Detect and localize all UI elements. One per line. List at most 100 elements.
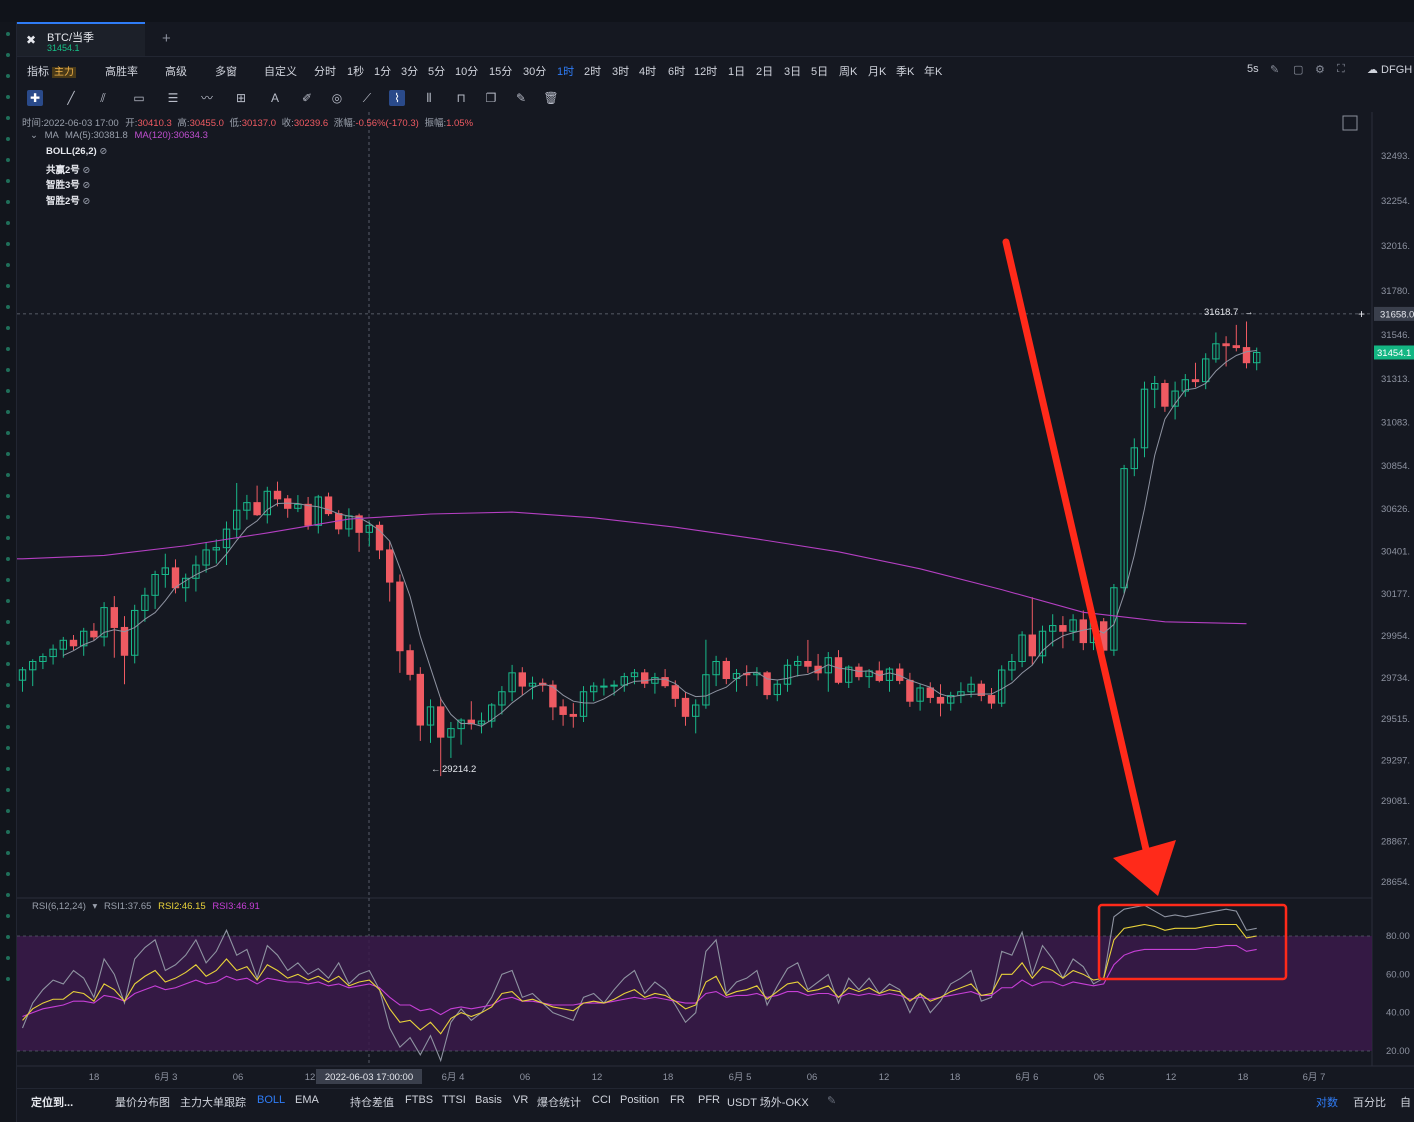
indicator-tab[interactable]: CCI [592,1094,611,1106]
indicator-item[interactable]: 智胜2号 ⊘ [46,193,90,207]
indicator-tab[interactable]: PFR [698,1094,720,1106]
indicator-tab[interactable]: FR [670,1094,685,1106]
toolbar-item[interactable]: 高胜率 [105,66,138,78]
magnet-icon[interactable]: ◎ [331,91,343,105]
wave-icon[interactable]: 〰 [200,91,213,105]
indicator-tab[interactable]: EMA [295,1094,319,1106]
collapse-icon[interactable]: ⌄ [30,130,38,141]
toolbar-item[interactable]: 1日 [728,66,746,78]
indicator-tab[interactable]: TTSI [442,1094,466,1106]
toolbar-item[interactable]: 季K [896,66,915,78]
candle-body [1202,358,1210,383]
toolbar-item[interactable]: 年K [924,66,943,78]
toolbar-item[interactable]: 5日 [811,66,829,78]
toolbar-item[interactable]: 4时 [639,66,657,78]
hide-eye-icon[interactable]: ⊘ [79,180,91,191]
layers-icon[interactable]: ❐ [485,91,497,105]
fib-icon[interactable]: ☰ [167,91,179,105]
toolbar-item[interactable]: 高级 [165,66,187,78]
toolbar-item[interactable]: 5分 [428,66,446,78]
indicator-tab[interactable]: Basis [475,1094,502,1106]
measure-icon[interactable]: ⊞ [235,91,247,105]
screenshot-icon[interactable]: ▢ [1293,64,1304,76]
fullscreen-icon[interactable]: ⛶ [1337,63,1345,75]
indicator-tab[interactable]: BOLL [257,1094,286,1106]
axis-mode-button[interactable]: 自 [1400,1097,1411,1109]
line-icon[interactable]: ╱ [67,91,75,105]
axis-mode-button[interactable]: 对数 [1316,1097,1338,1109]
candle-body [1008,660,1016,671]
toolbar-item[interactable]: 月K [868,66,887,78]
add-tab-icon[interactable]: + [162,30,171,47]
edit-icon[interactable]: ✎ [515,91,527,105]
locate-button[interactable]: 定位到... [31,1097,74,1109]
indicator-tab[interactable]: 持仓差值 [350,1097,394,1109]
account-name[interactable]: ☁ DFGH [1367,64,1413,76]
indicator-item[interactable]: BOLL(26,2) ⊘ [46,146,107,157]
toolbar-item[interactable]: 3分 [401,66,419,78]
axis-mode-button[interactable]: 百分比 [1353,1097,1386,1109]
toolbar-item[interactable]: 周K [839,66,858,78]
indicator-tab[interactable]: Position [620,1094,660,1106]
hide-eye-icon[interactable]: ⊘ [79,195,91,207]
tab-btc-quarterly[interactable]: ✖ BTC/当季 31454.1 [17,22,145,56]
pencil-icon[interactable]: ✎ [1270,64,1280,76]
watchlist-marker [6,872,10,876]
toolbar-item[interactable]: 指标 主力 [27,66,76,78]
toolbar-item[interactable]: 自定义 [264,66,297,78]
indicator-item[interactable]: 共赢2号 ⊘ [46,162,90,176]
indicator-tab[interactable]: USDT 场外-OKX [727,1097,809,1109]
watchlist-marker [6,368,10,372]
toolbar-item[interactable]: 6时 [668,66,686,78]
drawing-toolbar: ✚ ╱ ⫽ ▭ ☰ 〰 ⊞ A ✐ ◎ ⟋ ⌇ ⫴ ⊓ ❐ ✎ 🗑 [17,86,1414,110]
watchlist-marker [6,620,10,624]
toolbar-item[interactable]: 30分 [523,66,547,78]
rsi-dropdown-icon[interactable]: ▾ [92,901,98,912]
toolbar-item[interactable]: 1分 [374,66,392,78]
crosshair-icon[interactable]: ✚ [27,90,43,106]
toolbar-item[interactable]: 2日 [756,66,774,78]
watchlist-marker [6,284,10,288]
ruler-icon[interactable]: ⟋ [362,91,372,105]
toolbar-item[interactable]: 3时 [612,66,630,78]
indicator-tab[interactable]: VR [513,1094,529,1106]
indicator-tab[interactable]: FTBS [405,1094,434,1106]
text-icon[interactable]: A [270,91,279,105]
indicator-tab[interactable]: 量价分布图 [115,1097,170,1109]
toolbar-item[interactable]: 1秒 [347,66,365,78]
trash-icon[interactable]: 🗑 [543,91,559,105]
bars-icon[interactable]: ⫴ [426,91,432,105]
toolbar-item[interactable]: 15分 [489,66,513,78]
toolbar-item[interactable]: 3日 [784,66,802,78]
indicator-tab[interactable]: 主力大单跟踪 [180,1097,246,1109]
toolbar-item[interactable]: 多窗 [215,66,237,78]
refresh-interval[interactable]: 5s [1247,63,1259,75]
rect-icon[interactable]: ▭ [133,91,145,105]
gear-icon[interactable]: ⚙ [1315,64,1325,76]
info-time: 时间:2022-06-03 17:00 [22,118,119,129]
parallel-icon[interactable]: ⫽ [100,91,106,105]
lock-draw-icon[interactable]: ⌇ [389,90,405,106]
hide-eye-icon[interactable]: ⊘ [96,146,108,157]
hide-eye-icon[interactable]: ⊘ [79,164,91,176]
candle-body [426,706,435,726]
rsi-tick: 80.00 [1386,931,1410,942]
indicator-item[interactable]: 智胜3号 ⊘ [46,177,90,191]
close-tab-icon[interactable]: ✖ [26,33,37,47]
edit-indicators-icon[interactable]: ✎ [827,1095,837,1107]
toolbar-item[interactable]: 10分 [455,66,479,78]
candle-body [406,650,414,675]
watchlist-marker [6,515,10,519]
candle-body [773,683,781,696]
rsi1-value: RSI1:37.65 [103,901,152,912]
toolbar-item[interactable]: 12时 [694,66,718,78]
toolbar-item[interactable]: 1时 [557,66,575,78]
toolbar-item[interactable]: 分时 [314,66,336,78]
brush-icon[interactable]: ✐ [301,91,313,105]
toolbar-item[interactable]: 2时 [584,66,602,78]
indicator-tab[interactable]: 爆仓统计 [537,1097,581,1109]
candle-body [192,564,200,579]
watchlist-marker [6,956,10,960]
lock-icon[interactable]: ⊓ [456,91,466,105]
